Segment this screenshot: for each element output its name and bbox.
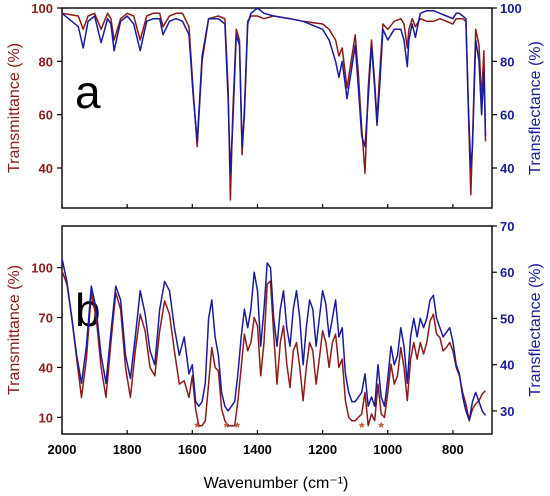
panel-b: 10 40 70 100 30 40 50 60 70 Transmittance (%) Tran… (6, 219, 544, 435)
right-y-axis-label: Transflectance (%) (527, 263, 544, 397)
transmittance-line (61, 12, 487, 201)
left-y-tick-label: 10 (39, 410, 53, 425)
left-y-tick-label: 60 (39, 108, 53, 123)
left-y-axis-label: Transmittance (%) (6, 265, 23, 395)
x-tick-label: 1800 (113, 442, 142, 457)
right-y-tick-label: 70 (500, 219, 514, 234)
right-y-tick-label: 60 (500, 265, 514, 280)
left-y-tick-label: 100 (31, 261, 53, 276)
right-y-tick-label: 50 (500, 311, 514, 326)
left-y-tick-label: 40 (39, 161, 53, 176)
plot-frame (61, 7, 493, 209)
band-asterisk: * (379, 419, 385, 435)
band-asterisk: * (224, 419, 230, 435)
left-y-axis-label: Transmittance (%) (6, 43, 23, 173)
band-asterisk: * (359, 419, 365, 435)
right-y-axis-label: Transflectance (%) (527, 41, 544, 175)
transflectance-line (61, 7, 487, 175)
x-tick-label: 2000 (48, 442, 77, 457)
right-y-tick-label: 100 (500, 1, 522, 16)
right-y-tick-label: 80 (500, 54, 514, 69)
right-y-tick-label: 30 (500, 404, 514, 419)
x-tick-label: 1400 (243, 442, 272, 457)
left-y-tick-label: 70 (39, 311, 53, 326)
left-y-tick-label: 40 (39, 360, 53, 375)
x-tick-label: 1600 (178, 442, 207, 457)
panel-a: 40 60 80 100 40 60 80 100 Transmittance (%) Trans… (6, 1, 544, 209)
left-y-tick-label: 80 (39, 54, 53, 69)
right-y-tick-label: 40 (500, 358, 514, 373)
panel-label: a (75, 66, 101, 118)
transmittance-line (61, 270, 487, 427)
x-tick-label: 1000 (373, 442, 402, 457)
band-asterisk: * (235, 419, 241, 435)
right-y-tick-label: 60 (500, 108, 514, 123)
right-y-tick-label: 40 (500, 161, 514, 176)
shared-x-axis: 2000 1800 1600 1400 1200 1000 800 (48, 442, 464, 457)
band-asterisk: * (194, 419, 200, 435)
transflectance-line (61, 258, 487, 421)
plot-frame (61, 225, 493, 435)
x-axis-label: Wavenumber (cm⁻¹) (204, 475, 349, 492)
x-tick-label: 1200 (308, 442, 337, 457)
x-tick-label: 800 (442, 442, 464, 457)
left-y-tick-label: 100 (31, 1, 53, 16)
